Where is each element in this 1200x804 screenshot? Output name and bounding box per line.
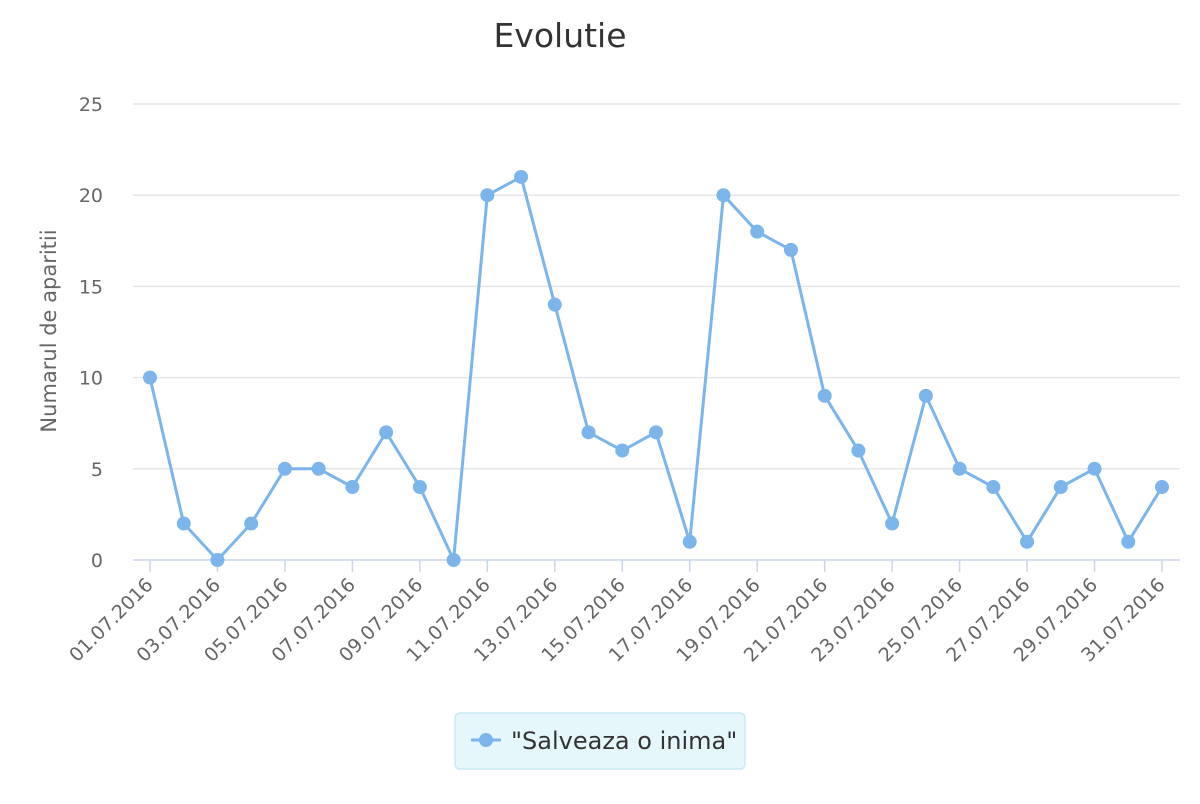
data-point — [1087, 461, 1102, 476]
data-point — [1155, 480, 1169, 495]
data-point — [885, 516, 900, 531]
data-point — [480, 188, 495, 203]
legend-box — [454, 712, 746, 770]
series-group — [143, 169, 1169, 567]
y-tick-label: 20 — [79, 185, 103, 207]
legend-series-marker — [479, 733, 493, 747]
data-point — [986, 480, 1001, 495]
data-point — [311, 461, 326, 476]
y-tick-label: 10 — [79, 368, 103, 390]
y-axis-label: Numarul de aparitii — [37, 229, 61, 432]
y-tick-label: 5 — [91, 459, 103, 481]
data-point — [446, 553, 461, 567]
data-point — [210, 553, 225, 567]
data-point — [750, 224, 765, 239]
y-tick-label: 15 — [79, 276, 103, 298]
data-point — [345, 480, 360, 495]
data-point — [952, 461, 967, 476]
data-point — [783, 242, 798, 257]
data-point — [716, 188, 731, 203]
y-tick-label: 25 — [79, 94, 103, 116]
series-line — [148, 175, 1164, 562]
data-point — [412, 480, 427, 495]
data-point — [851, 443, 866, 458]
legend-series-label: "Salveaza o inima" — [511, 727, 737, 755]
data-point — [649, 425, 663, 440]
x-axis: 01.07.201603.07.201605.07.201607.07.2016… — [65, 559, 1180, 666]
data-point — [379, 425, 394, 440]
data-point — [514, 169, 529, 184]
y-axis-ticks: 0 5 10 15 20 25 — [79, 94, 103, 572]
data-point — [918, 388, 933, 403]
data-point — [547, 297, 562, 312]
data-point — [581, 425, 596, 440]
data-point — [1020, 534, 1035, 549]
data-point — [1053, 480, 1068, 495]
data-point — [244, 516, 259, 531]
data-point — [277, 461, 292, 476]
data-point — [1121, 534, 1136, 549]
y-tick-label: 0 — [91, 550, 103, 572]
data-point — [615, 443, 630, 458]
legend[interactable]: "Salveaza o inima" — [454, 712, 746, 770]
data-point — [817, 388, 832, 403]
data-point — [682, 534, 697, 549]
data-point — [143, 370, 157, 385]
chart-title: Evolutie — [493, 16, 626, 55]
grid-lines — [133, 103, 1180, 470]
data-point — [176, 516, 191, 531]
